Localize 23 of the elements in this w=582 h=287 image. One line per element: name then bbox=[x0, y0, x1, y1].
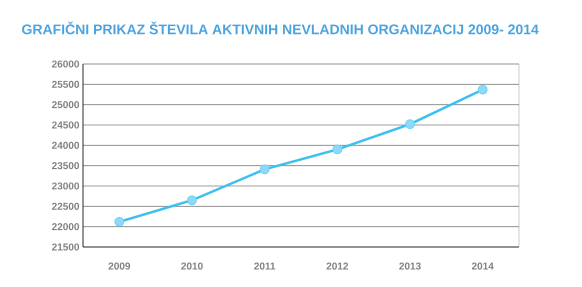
point bbox=[478, 84, 488, 95]
point bbox=[114, 216, 124, 227]
y-tick-label: 23500 bbox=[52, 162, 80, 170]
y-tick-label: 21500 bbox=[52, 243, 80, 251]
y-tick-label: 26000 bbox=[52, 60, 80, 68]
point bbox=[405, 119, 415, 130]
y-tick-label: 24500 bbox=[52, 121, 80, 129]
y-tick-label: 23000 bbox=[52, 182, 80, 190]
y-tick-label: 25500 bbox=[52, 80, 80, 88]
y-tick-label: 22000 bbox=[52, 223, 80, 230]
point bbox=[332, 144, 342, 154]
x-tick-label: 2010 bbox=[181, 262, 203, 270]
chart-title: GRAFIČNI PRIKAZ ŠTEVILA AKTIVNIH NEVLADNIH ORGANIZACIJ 2009- 2014 bbox=[22, 22, 539, 34]
y-tick-label: 24000 bbox=[52, 142, 80, 149]
y-tick-label: 25000 bbox=[52, 101, 80, 108]
x-tick-label: 2012 bbox=[326, 262, 348, 270]
point bbox=[187, 195, 197, 206]
x-tick-label: 2014 bbox=[472, 262, 494, 270]
x-tick-label: 2011 bbox=[254, 262, 276, 270]
y-tick-label: 22500 bbox=[52, 202, 80, 210]
x-tick-label: 2013 bbox=[399, 262, 421, 270]
x-tick-label: 2009 bbox=[108, 262, 130, 270]
point bbox=[260, 164, 270, 174]
